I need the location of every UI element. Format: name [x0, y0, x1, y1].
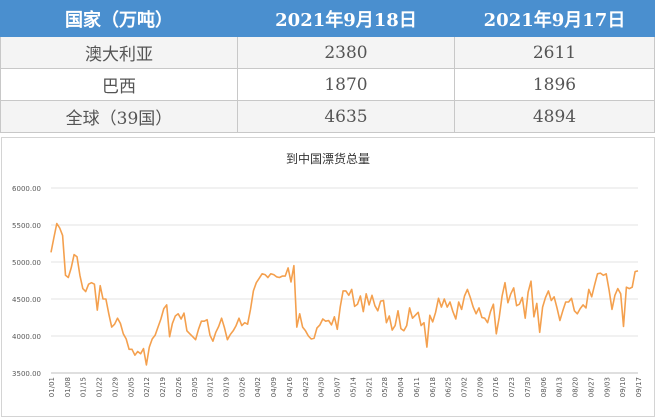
table-header-date-sep18: 2021年9月18日: [237, 0, 455, 37]
table-cell-value: 2380: [237, 36, 455, 69]
x-tick-label: 08/13: [556, 377, 564, 397]
x-tick-label: 06/25: [445, 377, 453, 397]
x-tick-label: 02/12: [143, 377, 151, 397]
table-header-country: 国家（万吨）: [0, 0, 238, 37]
x-tick-label: 02/05: [127, 377, 135, 397]
table-cell-value: 1896: [454, 68, 655, 101]
x-tick-label: 03/05: [191, 377, 199, 397]
iron-ore-shipment-table: 国家（万吨） 2021年9月18日 2021年9月17日 澳大利亚 2380 2…: [0, 0, 655, 133]
table-row: 全球（39国） 4635 4894: [0, 100, 655, 133]
x-tick-label: 06/11: [413, 377, 421, 397]
x-tick-label: 08/06: [540, 376, 548, 397]
table-row: 巴西 1870 1896: [0, 68, 655, 101]
line-chart: 到中国漂货总量 6000.00 5500.00 5000.00 4500.00 4000…: [12, 151, 643, 397]
x-tick-label: 02/19: [159, 377, 167, 397]
x-tick-label: 09/17: [635, 377, 643, 397]
x-tick-label: 06/18: [429, 377, 437, 397]
x-tick-label: 01/29: [111, 377, 119, 397]
x-tick-label: 08/20: [572, 377, 580, 397]
x-tick-label: 07/02: [460, 377, 468, 397]
y-tick-label: 5000.00: [12, 259, 41, 267]
table-cell-value: 4894: [454, 100, 655, 133]
table-cell-country: 澳大利亚: [0, 36, 238, 69]
chart-title: 到中国漂货总量: [286, 151, 370, 166]
x-tick-label: 09/10: [619, 377, 627, 397]
x-tick-label: 04/30: [318, 377, 326, 397]
chart-panel: 到中国漂货总量 6000.00 5500.00 5000.00 4500.00 4000…: [1, 137, 655, 417]
x-tick-label: 05/07: [334, 377, 342, 397]
y-tick-label: 4000.00: [12, 333, 41, 341]
y-tick-label: 3500.00: [12, 370, 41, 378]
x-tick-label: 04/09: [270, 377, 278, 397]
x-tick-label: 07/30: [524, 377, 532, 397]
table-cell-value: 4635: [237, 100, 455, 133]
x-tick-label: 09/03: [603, 377, 611, 397]
x-tick-label: 03/12: [207, 377, 215, 397]
table-header-row: 国家（万吨） 2021年9月18日 2021年9月17日: [0, 0, 655, 37]
x-tick-label: 03/19: [223, 377, 231, 397]
x-tick-label: 03/26: [238, 376, 246, 397]
x-tick-label: 01/15: [80, 377, 88, 397]
x-tick-label: 01/01: [48, 377, 56, 397]
table-row: 澳大利亚 2380 2611: [0, 36, 655, 69]
x-tick-label: 01/08: [64, 377, 72, 397]
x-tick-label: 08/27: [587, 377, 595, 397]
y-tick-label: 6000.00: [12, 185, 41, 193]
x-tick-label: 04/02: [254, 377, 262, 397]
x-tick-label: 07/23: [508, 377, 516, 397]
table-cell-country: 全球（39国）: [0, 100, 238, 133]
table-cell-country: 巴西: [0, 68, 238, 101]
x-tick-label: 05/21: [365, 377, 373, 397]
x-tick-label: 05/14: [349, 376, 357, 397]
table-cell-value: 2611: [454, 36, 655, 69]
x-tick-label: 05/28: [381, 377, 389, 397]
table-cell-value: 1870: [237, 68, 455, 101]
x-tick-label: 04/23: [302, 377, 310, 397]
series-line: [50, 222, 639, 366]
x-tick-label: 02/26: [175, 376, 183, 397]
x-tick-label: 07/09: [476, 377, 484, 397]
x-tick-label: 01/22: [96, 377, 104, 397]
x-tick-label: 06/04: [397, 376, 405, 397]
x-tick-label: 07/16: [492, 376, 500, 397]
y-tick-label: 5500.00: [12, 222, 41, 230]
x-tick-label: 04/16: [286, 376, 294, 397]
y-tick-label: 4500.00: [12, 296, 41, 304]
table-header-date-sep17: 2021年9月17日: [454, 0, 655, 37]
